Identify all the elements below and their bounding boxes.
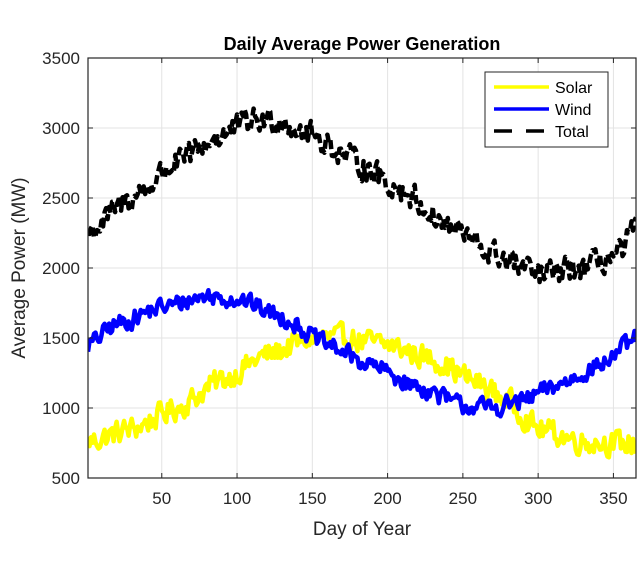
series-line-total: [88, 106, 636, 285]
x-ticks: 50 100 150 200 250 300 350: [152, 58, 628, 508]
y-tick-label: 500: [52, 469, 80, 488]
y-tick-label: 3500: [42, 49, 80, 68]
x-tick-label: 200: [373, 489, 401, 508]
x-tick-label: 50: [152, 489, 171, 508]
chart-title: Daily Average Power Generation: [224, 34, 501, 54]
y-tick-label: 1500: [42, 329, 80, 348]
legend-label-total: Total: [555, 124, 589, 141]
y-tick-label: 1000: [42, 399, 80, 418]
series-layer: [88, 106, 636, 460]
x-tick-label: 150: [298, 489, 326, 508]
y-tick-label: 2500: [42, 189, 80, 208]
legend-label-solar: Solar: [555, 80, 593, 97]
y-ticks: 500 1000 1500 2000 2500 3000 3500: [42, 49, 636, 488]
x-tick-label: 100: [223, 489, 251, 508]
x-tick-label: 300: [524, 489, 552, 508]
series-line-wind: [88, 287, 636, 419]
x-tick-label: 350: [599, 489, 627, 508]
y-axis-label: Average Power (MW): [9, 177, 30, 358]
y-tick-label: 2000: [42, 259, 80, 278]
y-tick-label: 3000: [42, 119, 80, 138]
series-line-solar: [88, 320, 636, 460]
x-axis-label: Day of Year: [313, 519, 412, 540]
legend-label-wind: Wind: [555, 102, 591, 119]
legend: Solar Wind Total: [484, 71, 609, 148]
x-tick-label: 250: [449, 489, 477, 508]
